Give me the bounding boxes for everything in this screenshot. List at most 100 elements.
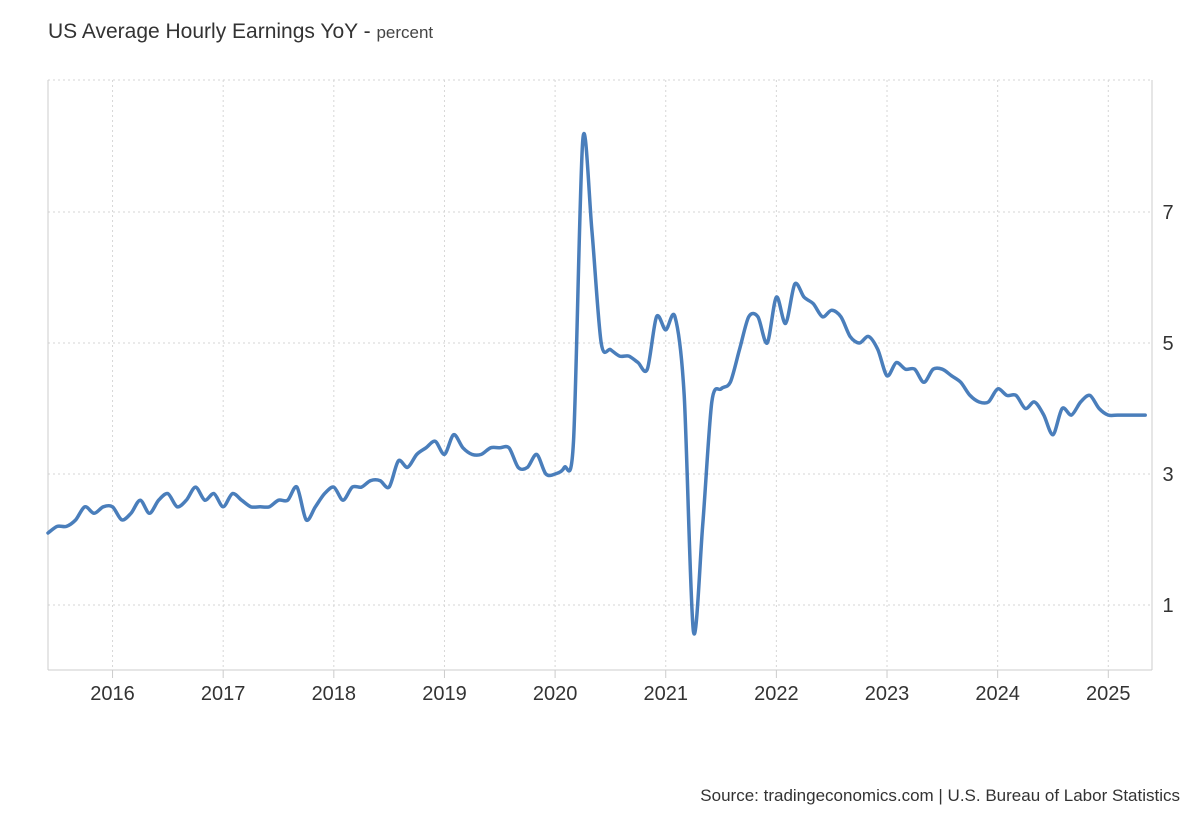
data-point-2024-11 [1089,394,1091,396]
data-point-2019-01 [443,453,445,455]
data-point-2022-08 [840,316,842,318]
data-point-2019-06 [489,447,491,449]
data-point-2022-04 [803,296,805,298]
data-point-2021-04 [692,630,694,632]
x-tick-label: 2016 [90,683,135,705]
data-point-2020-11 [646,368,648,370]
grid [48,79,1152,670]
data-point-2024-06 [1043,414,1045,416]
x-tick-label: 2019 [422,683,467,705]
x-tick-label: 2021 [643,683,688,705]
data-point-2022-09 [849,335,851,337]
data-point-2020-02 [563,466,565,468]
data-point-2022-11 [867,335,869,337]
data-point-2016-01 [111,506,113,508]
data-point-2018-11 [425,447,427,449]
data-point-2024-02 [1006,394,1008,396]
data-point-2018-05 [370,479,372,481]
data-point-2023-05 [923,381,925,383]
data-point-2016-04 [139,499,141,501]
data-point-2023-11 [978,401,980,403]
data-point-2016-07 [167,492,169,494]
data-point-2020-01 [554,473,556,475]
data-point-2018-06 [379,479,381,481]
data-point-2019-07 [499,447,501,449]
data-point-2019-03 [462,447,464,449]
data-point-2023-04 [914,368,916,370]
data-point-2025-02 [1116,414,1118,416]
data-point-2015-06 [47,532,49,534]
data-point-2024-04 [1024,407,1026,409]
data-point-2024-10 [1079,401,1081,403]
data-point-2020-10 [637,361,639,363]
data-point-2022-06 [821,316,823,318]
data-point-2019-09 [517,466,519,468]
data-point-2025-04 [1135,414,1137,416]
data-point-2016-12 [213,492,215,494]
data-point-2019-02 [453,434,455,436]
data-point-2019-10 [526,466,528,468]
data-point-2022-05 [812,303,814,305]
data-point-2020-09 [628,355,630,357]
data-point-2021-03 [683,394,685,396]
data-point-2021-11 [757,316,759,318]
data-point-2016-02 [121,519,123,521]
y-tick-label: 7 [1162,202,1173,224]
data-point-2018-02 [342,499,344,501]
data-point-2017-04 [250,506,252,508]
data-point-2022-01 [775,296,777,298]
data-point-2018-03 [351,486,353,488]
data-point-2018-04 [360,486,362,488]
data-point-2019-11 [536,453,538,455]
data-point-2025-03 [1126,414,1128,416]
data-point-2015-11 [93,512,95,514]
data-point-2018-08 [397,460,399,462]
y-tick-label: 1 [1162,595,1173,617]
data-point-2016-11 [204,499,206,501]
chart-unit: percent [376,23,434,42]
data-point-2017-02 [231,492,233,494]
data-point-2024-03 [1015,394,1017,396]
data-point-2017-09 [296,486,298,488]
data-point-2023-12 [987,401,989,403]
data-point-2025-01 [1107,414,1109,416]
tick-labels: 2016 2017 2018 2019 2020 2021 2022 2023 2024 2025… [90,202,1173,705]
x-tick-label: 2023 [865,683,910,705]
data-point-2023-08 [950,375,952,377]
x-tick-label: 2017 [201,683,246,705]
data-point-2015-10 [84,506,86,508]
data-point-2018-12 [434,440,436,442]
data-point-2024-07 [1052,434,1054,436]
data-point-2022-02 [784,322,786,324]
data-point-2021-10 [748,316,750,318]
x-tick-label: 2025 [1086,683,1131,705]
x-tick-label: 2022 [754,683,799,705]
data-point-2015-07 [56,525,58,527]
data-point-2019-04 [471,453,473,455]
y-tick-label: 3 [1162,464,1173,486]
data-point-2015-12 [102,506,104,508]
data-point-2020-05 [591,230,593,232]
data-point-2021-07 [720,388,722,390]
data-point-2020-07 [609,348,611,350]
x-tick-label: 2018 [312,683,357,705]
data-point-2016-05 [148,512,150,514]
data-point-2023-02 [895,361,897,363]
series-layer [46,131,1147,636]
data-point-2017-03 [240,499,242,501]
data-point-2017-12 [323,492,325,494]
data-point-2024-08 [1061,407,1063,409]
data-point-2019-08 [508,447,510,449]
data-point-2024-12 [1098,407,1100,409]
data-point-2025-05 [1144,414,1146,416]
data-point-2022-10 [858,342,860,344]
data-point-2023-10 [969,394,971,396]
source-note: Source: tradingeconomics.com | U.S. Bure… [700,786,1180,805]
data-point-2020-04 [582,139,584,141]
data-point-2021-01 [665,329,667,331]
data-point-2021-06 [711,401,713,403]
data-point-2016-06 [157,499,159,501]
data-point-2021-08 [729,381,731,383]
data-point-2018-09 [406,466,408,468]
